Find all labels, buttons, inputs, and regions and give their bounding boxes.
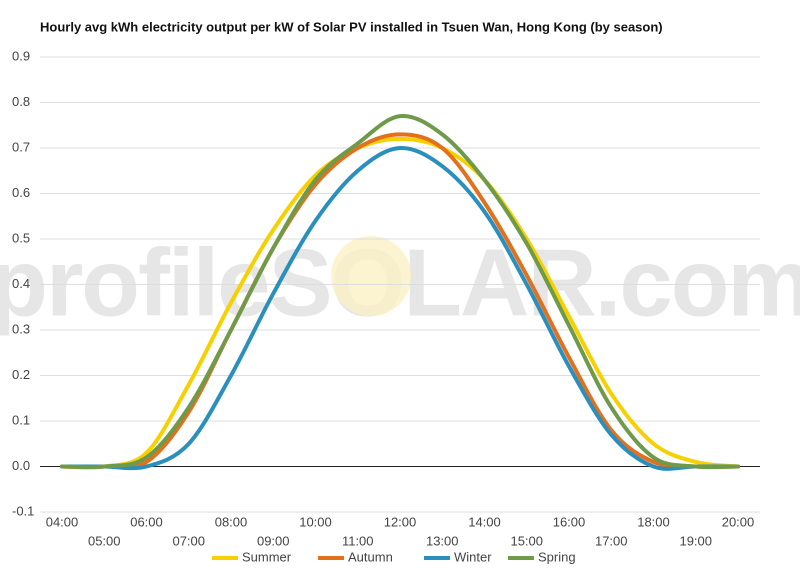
legend-label: Spring [538,549,576,564]
y-tick-label: 0.4 [12,276,30,291]
x-tick-label: 18:00 [637,514,670,529]
x-tick-label: 20:00 [722,514,755,529]
x-tick-label: 08:00 [215,514,248,529]
y-tick-label: 0.8 [12,94,30,109]
legend-label: Autumn [348,549,393,564]
y-tick-label: 0.5 [12,230,30,245]
y-tick-label: 0.6 [12,185,30,200]
y-tick-label: 0.0 [12,458,30,473]
x-tick-label: 12:00 [384,514,417,529]
y-tick-label: 0.2 [12,367,30,382]
y-tick-label: 0.9 [12,48,30,63]
x-tick-label: 13:00 [426,533,459,548]
x-tick-label: 10:00 [299,514,332,529]
x-tick-label: 17:00 [595,533,628,548]
series-line [60,114,740,470]
x-tick-label: 11:00 [342,533,374,548]
series-line [60,132,740,470]
x-tick-label: 14:00 [468,514,501,529]
x-tick-label: 06:00 [130,514,163,529]
x-tick-label: 04:00 [46,514,79,529]
y-tick-label: 0.1 [12,412,30,427]
x-tick-label: 15:00 [510,533,543,548]
x-tick-label: 09:00 [257,533,290,548]
series-line [60,136,740,470]
legend-label: Summer [242,549,292,564]
y-tick-label: 0.7 [12,139,30,154]
watermark-sun [331,236,411,316]
x-tick-label: 19:00 [679,533,712,548]
x-tick-label: 05:00 [88,533,121,548]
y-tick-label: 0.3 [12,321,30,336]
legend-label: Winter [454,549,492,564]
y-tick-label: -0.1 [12,503,34,518]
x-tick-label: 16:00 [553,514,586,529]
series-line [60,145,740,471]
chart-title: Hourly avg kWh electricity output per kW… [40,19,663,34]
x-tick-label: 07:00 [172,533,205,548]
